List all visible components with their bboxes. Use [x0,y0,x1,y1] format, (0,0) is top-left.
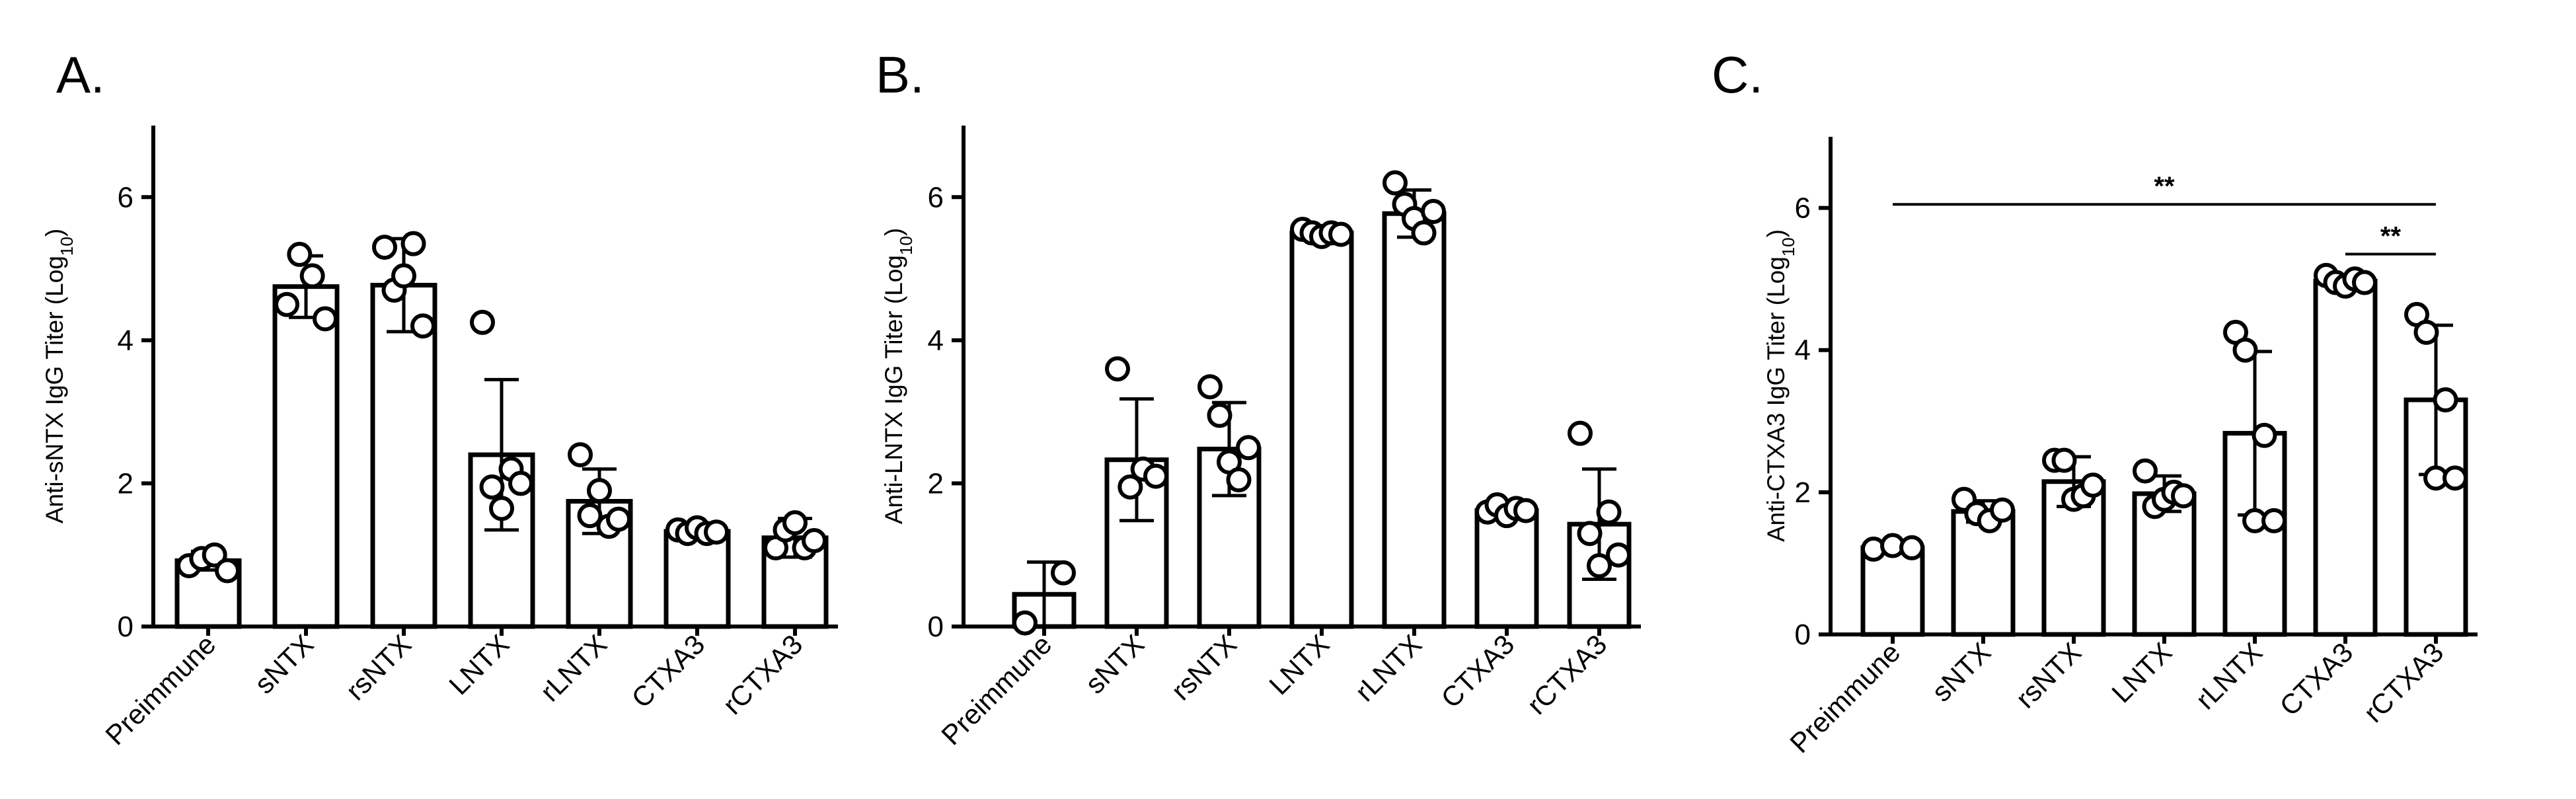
bar-rsNTX [370,282,437,629]
data-point [2133,458,2158,484]
data-point [568,442,593,468]
y-tick-label: 4 [118,324,133,357]
data-point [704,519,729,545]
data-point [1899,535,1924,560]
data-point [1577,521,1603,547]
data-point [1051,560,1076,586]
y-axis-label-text: Anti-CTXA3 IgG Titer (Log [1762,256,1790,542]
y-axis-label-subscript: 10 [896,236,916,255]
data-point [299,263,325,289]
data-point [1118,474,1143,500]
data-point [587,478,612,504]
data-point [2171,483,2196,509]
data-point [1226,467,1252,493]
data-point [508,471,533,496]
data-point [782,510,808,535]
data-point [1105,356,1130,382]
data-point [1411,220,1437,246]
y-axis-label-end: ) [1762,229,1790,237]
panel-letter: B. [876,46,925,104]
y-tick-label: 4 [1795,334,1811,367]
bar-CTXA3 [2313,278,2378,637]
y-axis-label: Anti-sNTX IgG Titer (Log10) [41,229,77,523]
y-tick-label: 2 [928,467,944,500]
data-point [470,309,495,335]
data-point [2352,270,2377,295]
y-axis-label-subscript: 10 [1778,237,1798,256]
data-point [1587,552,1612,578]
y-axis-label-subscript: 10 [57,237,77,256]
data-point [1606,542,1631,568]
data-point [1596,499,1622,525]
data-point [1143,463,1168,489]
bar-CTXA3 [663,529,731,629]
data-point [2261,508,2287,533]
data-point [2051,447,2077,473]
data-point [1421,198,1446,224]
bar-Preimmune [1860,545,1925,637]
data-point [1568,420,1593,446]
data-point [1990,497,2015,523]
data-point [2080,473,2105,498]
data-point [1513,498,1538,523]
bar-rLNTX [1382,211,1447,629]
data-point [202,542,227,568]
bar-sNTX [1951,509,2016,637]
y-axis-label-text: Anti-sNTX IgG Titer (Log [41,256,68,523]
data-point [2252,422,2277,448]
data-point [489,496,514,521]
y-tick-label: 6 [1795,192,1811,225]
data-point [1328,221,1353,247]
y-tick-label: 6 [118,181,133,213]
data-point [1012,610,1038,636]
data-point [1236,435,1261,461]
data-point [2413,319,2439,345]
data-point [400,231,426,256]
panel-letter: C. [1712,46,1763,104]
y-axis-label-text: Anti-LNTX IgG Titer (Log [880,255,907,524]
y-axis-label: Anti-LNTX IgG Titer (Log10) [880,228,916,524]
data-point [802,528,827,554]
data-point [1197,374,1223,400]
significance-label: ** [2380,221,2402,250]
y-tick-label: 2 [1795,476,1811,509]
y-axis-label: Anti-CTXA3 IgG Titer (Log10) [1762,229,1798,542]
panel-letter: A. [56,46,105,104]
data-point [2232,337,2258,363]
panel-1: A.Anti-sNTX IgG Titer (Log10)0246Preimmu… [41,46,838,751]
data-point [287,241,313,267]
data-point [391,263,416,289]
bar-LNTX [1289,230,1354,629]
data-point [2433,387,2458,413]
data-point [479,474,505,500]
data-point [372,235,397,260]
data-point [577,503,603,529]
data-point [410,313,436,339]
data-point [274,291,299,317]
y-tick-label: 0 [928,611,944,643]
bar-CTXA3 [1474,508,1539,629]
data-point [2443,465,2468,491]
bar-LNTX [2132,491,2197,637]
y-tick-label: 0 [1795,619,1811,651]
y-tick-label: 4 [928,324,944,357]
y-axis-label-end: ) [880,228,907,236]
data-point [313,306,338,332]
significance-label: ** [2154,172,2175,201]
data-point [1383,170,1408,196]
data-point [1207,402,1232,428]
data-point [215,558,240,584]
y-tick-label: 0 [118,611,133,643]
y-axis-label-end: ) [41,229,68,237]
bar-sNTX [272,284,340,629]
y-tick-label: 6 [928,181,944,213]
y-tick-label: 2 [118,467,133,500]
data-point [606,506,631,532]
